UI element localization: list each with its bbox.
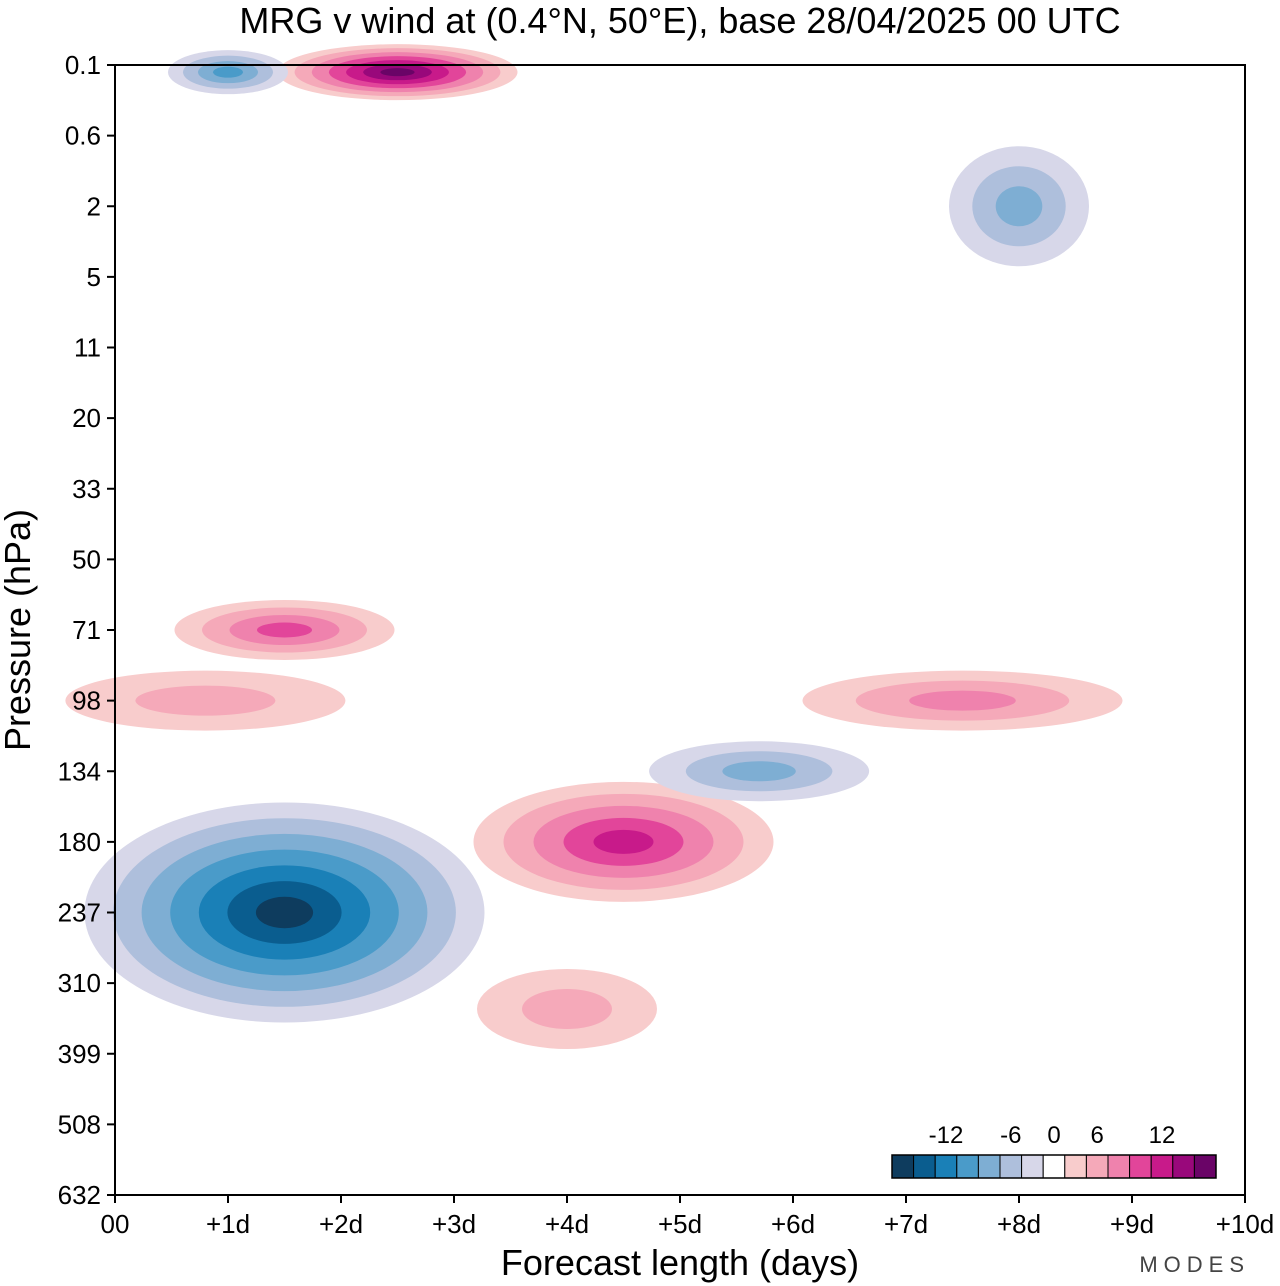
colorbar-swatch <box>1193 1154 1217 1179</box>
plot-area <box>65 44 1246 1196</box>
colorbar-swatch <box>913 1154 936 1179</box>
x-tick-label: +9d <box>1110 1209 1154 1239</box>
contour-level <box>380 68 415 77</box>
colorbar-swatch <box>891 1154 915 1179</box>
y-tick-label: 5 <box>87 262 101 292</box>
y-tick-label: 508 <box>58 1109 101 1139</box>
contour-level <box>522 988 612 1029</box>
contour-feature <box>65 670 346 731</box>
colorbar-tick-label: 6 <box>1091 1122 1104 1149</box>
x-tick-label: 00 <box>101 1209 130 1239</box>
colorbar-swatch <box>956 1154 979 1179</box>
colorbar-swatch <box>1150 1154 1174 1179</box>
contour-fields <box>65 44 1123 1049</box>
y-tick-label: 50 <box>72 544 101 574</box>
contour-feature <box>949 146 1089 267</box>
colorbar-swatch <box>1064 1154 1087 1179</box>
colorbar-swatch <box>977 1154 1001 1179</box>
x-tick-label: +10d <box>1216 1209 1275 1239</box>
contour-level <box>255 896 314 929</box>
y-tick-label: 20 <box>72 403 101 433</box>
colorbar-swatch <box>1021 1154 1044 1179</box>
x-tick-label: +3d <box>432 1209 476 1239</box>
colorbar-tick-label: 12 <box>1149 1122 1176 1149</box>
x-tick-label: +4d <box>545 1209 589 1239</box>
y-axis-ticks: 0.1 0.6 2 5 11 20 33 50 71 98 134 180 237 310 399 508 63… <box>58 50 115 1210</box>
y-tick-label: 632 <box>58 1180 101 1210</box>
colorbar-tick-label: -12 <box>929 1122 964 1149</box>
colorbar-swatch <box>1042 1154 1066 1179</box>
x-tick-label: +8d <box>997 1209 1041 1239</box>
y-tick-label: 180 <box>58 827 101 857</box>
colorbar-swatch <box>1085 1154 1109 1179</box>
contour-feature <box>168 50 288 95</box>
y-tick-label: 310 <box>58 968 101 998</box>
contour-feature <box>84 802 485 1023</box>
contour-feature <box>473 781 774 902</box>
contour-level <box>909 690 1016 711</box>
y-axis-label: Pressure (hPa) <box>0 509 38 751</box>
contour-feature <box>649 741 870 802</box>
x-tick-label: +5d <box>658 1209 702 1239</box>
x-axis-ticks: 00 +1d +2d +3d +4d +5d +6d +7d +8d +9d +10d <box>101 1195 1275 1239</box>
contour-level <box>135 685 276 716</box>
chart-title: MRG v wind at (0.4°N, 50°E), base 28/04/… <box>239 0 1120 41</box>
contour-level <box>593 829 654 854</box>
x-tick-label: +6d <box>771 1209 815 1239</box>
colorbar: -12 -6 0 6 12 <box>891 1122 1217 1179</box>
contour-feature <box>277 44 518 101</box>
colorbar-tick-label: 0 <box>1047 1122 1060 1149</box>
contour-feature <box>477 968 657 1049</box>
x-tick-label: +7d <box>884 1209 928 1239</box>
y-tick-label: 98 <box>72 686 101 716</box>
contour-level <box>213 66 243 78</box>
y-tick-label: 399 <box>58 1039 101 1069</box>
colorbar-swatch <box>934 1154 958 1179</box>
y-tick-label: 71 <box>72 615 101 645</box>
y-tick-label: 237 <box>58 898 101 928</box>
y-tick-label: 2 <box>87 191 101 221</box>
y-tick-label: 0.6 <box>65 121 101 151</box>
x-tick-label: +1d <box>206 1209 250 1239</box>
x-axis-label: Forecast length (days) <box>501 1242 859 1283</box>
contour-feature <box>802 670 1123 731</box>
colorbar-swatch <box>1129 1154 1152 1179</box>
colorbar-tick-label: -6 <box>1000 1122 1021 1149</box>
contour-feature <box>174 600 395 660</box>
y-tick-label: 33 <box>72 474 101 504</box>
y-tick-label: 0.1 <box>65 50 101 80</box>
colorbar-swatch <box>1107 1154 1131 1179</box>
modes-logo: MODES <box>1139 1252 1250 1277</box>
y-tick-label: 11 <box>74 333 101 363</box>
x-tick-label: +2d <box>319 1209 363 1239</box>
contour-level <box>995 186 1043 227</box>
y-tick-label: 134 <box>58 756 101 786</box>
contour-level <box>722 761 796 782</box>
colorbar-swatch <box>1172 1154 1195 1179</box>
contour-level <box>257 622 312 638</box>
colorbar-swatch <box>999 1154 1023 1179</box>
